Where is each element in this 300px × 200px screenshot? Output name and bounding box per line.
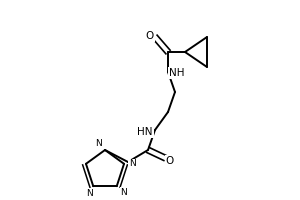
Text: N: N	[96, 138, 102, 148]
Text: N: N	[129, 159, 135, 168]
Text: NH: NH	[169, 68, 185, 78]
Text: O: O	[166, 156, 174, 166]
Text: HN: HN	[137, 127, 153, 137]
Text: N: N	[120, 188, 127, 197]
Text: O: O	[146, 31, 154, 41]
Text: N: N	[86, 189, 93, 198]
